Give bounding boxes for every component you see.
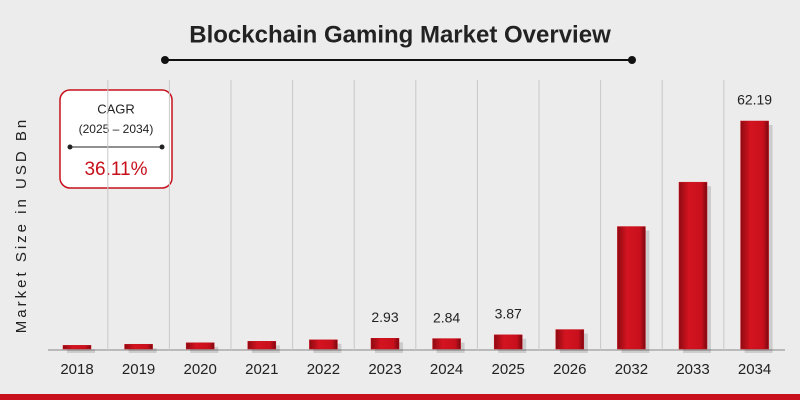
- data-label: 3.87: [495, 306, 522, 322]
- bar: [124, 343, 153, 350]
- cagr-rule-dot: [159, 144, 165, 150]
- bar: [555, 329, 585, 350]
- x-tick-label: 2021: [245, 361, 278, 378]
- cagr-box: CAGR (2025 – 2034) 36.11%: [59, 89, 173, 189]
- x-tick-label: 2024: [430, 361, 463, 378]
- bar: [370, 338, 400, 350]
- title-rule-dot: [628, 56, 636, 64]
- x-tick-label: 2025: [492, 361, 525, 378]
- x-tick-label: 2026: [553, 361, 586, 378]
- bar-shadow: [67, 349, 95, 353]
- bar: [309, 339, 338, 350]
- bottom-strip: [0, 394, 800, 400]
- x-tick-label: 2033: [676, 361, 709, 378]
- x-tick-label: 2023: [368, 361, 401, 378]
- bar: [617, 226, 646, 350]
- data-label: 2.93: [371, 309, 398, 325]
- bar: [185, 342, 215, 350]
- bar: [432, 338, 461, 350]
- data-label: 2.84: [433, 309, 460, 325]
- cagr-frame: [59, 89, 173, 189]
- x-tick-label: 2022: [307, 361, 340, 378]
- data-label: 62.19: [737, 92, 772, 108]
- bar-shadow: [128, 348, 157, 353]
- cagr-title: CAGR: [97, 101, 135, 116]
- x-tick-label: 2019: [122, 361, 155, 378]
- bar: [740, 120, 769, 350]
- cagr-period: (2025 – 2034): [79, 122, 154, 136]
- bar: [493, 334, 523, 350]
- cagr-rule-dot: [67, 144, 73, 150]
- x-tick-label: 2034: [738, 361, 771, 378]
- bar: [247, 341, 277, 350]
- bar-shadow: [190, 346, 219, 353]
- x-tick-label: 2032: [615, 361, 648, 378]
- cagr-value: 36.11%: [84, 159, 147, 180]
- x-tick-label: 2020: [184, 361, 217, 378]
- y-axis-label: Market Size in USD Bn: [13, 117, 30, 333]
- chart-title: Blockchain Gaming Market Overview: [189, 21, 611, 48]
- title-rule-dot: [161, 56, 169, 64]
- bar: [678, 181, 708, 350]
- x-tick-label: 2018: [60, 361, 93, 378]
- bar: [62, 345, 92, 350]
